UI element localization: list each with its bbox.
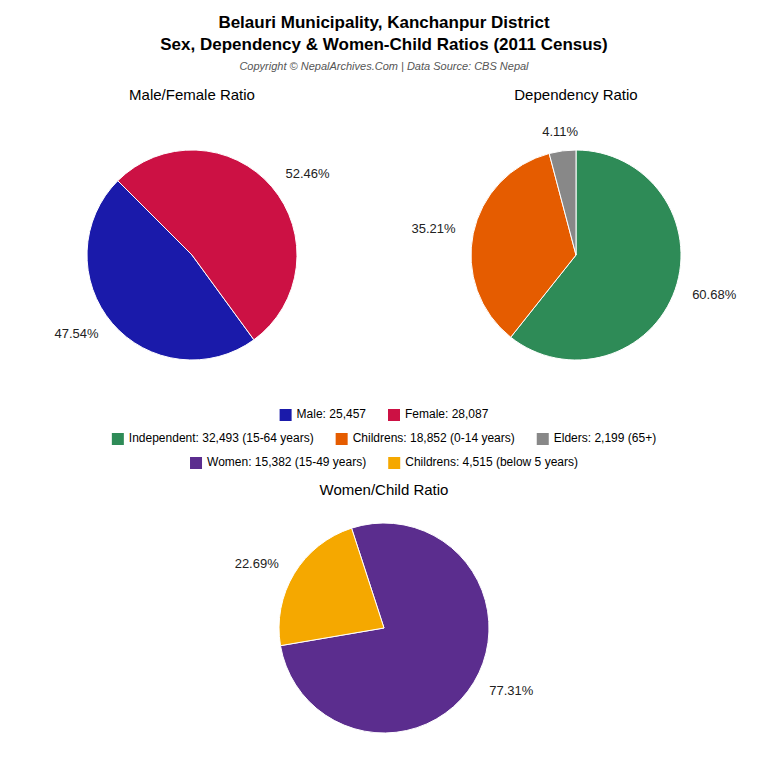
title: Belauri Municipality, Kanchanpur Distric…: [218, 13, 550, 32]
data-label: 77.31%: [489, 683, 534, 698]
slice: [279, 528, 384, 646]
legend-row: Women: 15,382 (15-49 years) Childrens: 4,…: [190, 455, 578, 469]
legend-swatch: [537, 433, 549, 445]
slices: [471, 150, 681, 360]
legend-row: Male: 25,457 Female: 28,087: [280, 407, 489, 421]
legend-swatch: [336, 433, 348, 445]
slice: [549, 150, 576, 255]
legend: Male: 25,457 Female: 28,087 Independent: 3…: [112, 407, 656, 469]
data-label: 22.69%: [235, 556, 280, 571]
legend-entry: Childrens: 4,515 (below 5 years): [405, 455, 578, 469]
legend-entry: Childrens: 18,852 (0-14 years): [353, 431, 515, 445]
data-label: 47.54%: [54, 326, 99, 341]
legend-swatch: [388, 409, 400, 421]
chart: Belauri Municipality, Kanchanpur Distric…: [0, 0, 768, 768]
annotation: Copyright © NepalArchives.Com | Data Sou…: [239, 60, 529, 72]
legend-swatch: [190, 457, 202, 469]
slice: [118, 150, 297, 340]
legend-entry: Male: 25,457: [297, 407, 367, 421]
chart-title: Women/Child Ratio: [320, 481, 449, 498]
legend-entry: Independent: 32,493 (15-64 years): [129, 431, 314, 445]
pie-chart: 77.31% 22.69%: [235, 523, 534, 733]
pie-chart: 47.54% 52.46%: [54, 150, 329, 360]
data-label: 4.11%: [542, 124, 578, 139]
slices: [87, 150, 297, 360]
legend-swatch: [280, 409, 292, 421]
data-label: 52.46%: [285, 166, 330, 181]
legend-row: Independent: 32,493 (15-64 years) Childre…: [112, 431, 656, 445]
subtitle: Sex, Dependency & Women-Child Ratios (20…: [160, 35, 607, 54]
pie-chart: 60.68% 35.21% 4.11%: [412, 124, 737, 360]
legend-entry: Elders: 2,199 (65+): [554, 431, 656, 445]
legend-entry: Women: 15,382 (15-49 years): [207, 455, 366, 469]
legend-swatch: [388, 457, 400, 469]
data-label: 60.68%: [692, 287, 737, 302]
chart-title: Dependency Ratio: [514, 86, 637, 103]
legend-entry: Female: 28,087: [405, 407, 489, 421]
chart-title: Male/Female Ratio: [129, 86, 255, 103]
slices: [279, 523, 489, 733]
legend-swatch: [112, 433, 124, 445]
data-label: 35.21%: [412, 221, 457, 236]
